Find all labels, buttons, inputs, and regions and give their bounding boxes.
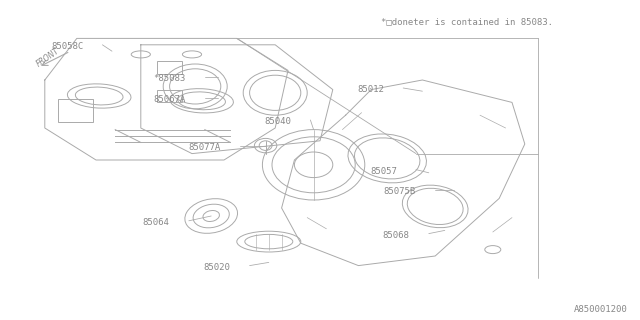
Text: 85077A: 85077A [189,143,221,152]
Text: 85067A: 85067A [154,95,186,104]
Text: *85083: *85083 [154,74,186,83]
Text: 85068: 85068 [383,231,410,240]
Text: 85058C: 85058C [51,42,83,51]
Text: 85064: 85064 [143,218,170,227]
Text: FRONT: FRONT [35,46,61,69]
Text: 85020: 85020 [204,263,230,272]
Text: A850001200: A850001200 [573,305,627,314]
Text: 85040: 85040 [264,117,291,126]
Text: 85057: 85057 [370,167,397,176]
Text: *□doneter is contained in 85083.: *□doneter is contained in 85083. [381,18,553,27]
Text: 85075B: 85075B [384,188,416,196]
Text: 85012: 85012 [357,85,384,94]
